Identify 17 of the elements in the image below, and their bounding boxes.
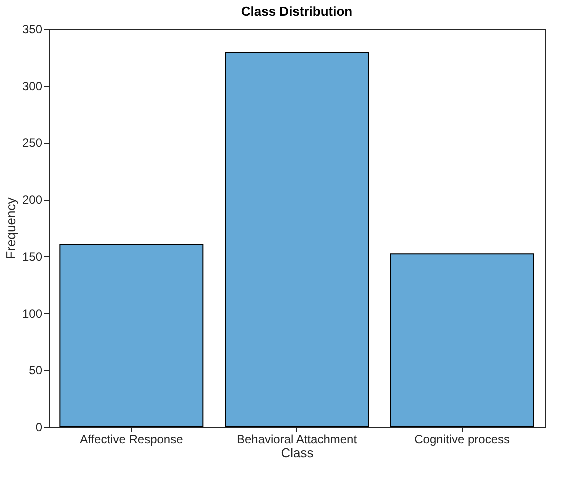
y-tick-label: 50 [29,364,43,378]
x-tick-label: Cognitive process [414,432,510,446]
y-tick-label: 200 [22,193,43,208]
bar [390,254,534,428]
y-tick-label: 350 [22,22,43,36]
bar [225,52,369,428]
bar [60,244,204,428]
x-tick-label: Affective Response [80,432,184,446]
y-tick-label: 250 [22,136,43,150]
y-axis-title: Frequency [3,197,18,260]
y-tick-label: 100 [22,306,43,321]
chart-title: Class Distribution [241,4,353,19]
x-axis-title: Class [281,446,314,460]
y-tick-label: 300 [22,79,43,94]
y-tick-label: 0 [36,420,43,434]
y-tick-label: 150 [22,250,43,264]
x-tick-label: Behavioral Attachment [236,432,358,446]
